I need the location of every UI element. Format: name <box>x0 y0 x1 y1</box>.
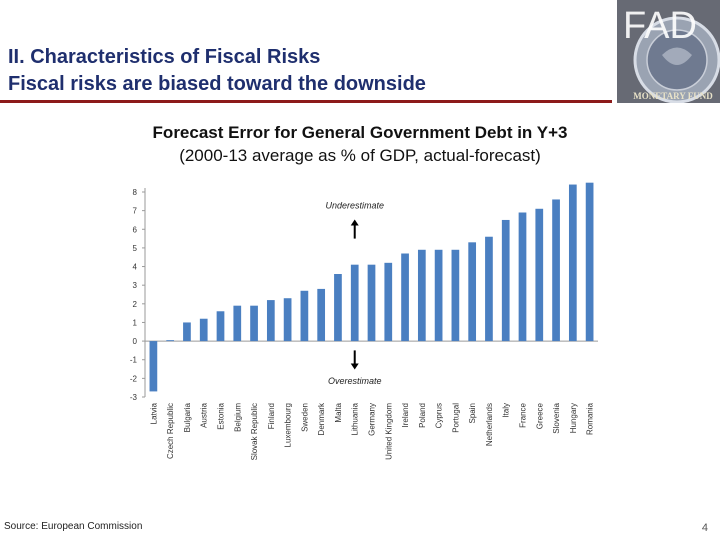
bar-czech-republic <box>166 340 175 342</box>
x-tick-label: Latvia <box>149 402 158 424</box>
title-divider <box>0 100 612 103</box>
x-tick-label: Malta <box>334 402 343 422</box>
x-tick-label: Romania <box>586 402 595 435</box>
arrow-down-icon <box>350 363 359 370</box>
bar-poland <box>417 249 426 342</box>
bar-sweden <box>300 290 309 342</box>
bar-hungary <box>568 184 577 342</box>
bar-bulgaria <box>183 322 191 342</box>
x-tick-label: Finland <box>267 403 276 429</box>
chart-annotations: Underestimate Overestimate <box>325 201 384 386</box>
x-tick-label: Spain <box>468 403 477 423</box>
bar-latvia <box>149 341 158 392</box>
y-tick-label: 2 <box>133 300 138 309</box>
y-tick-label: -3 <box>130 393 138 402</box>
source-note: Source: European Commission <box>4 521 143 532</box>
bar-malta <box>334 274 342 342</box>
bar-chart: 8 7 6 5 4 3 2 1 0 -1 -2 -3 Latvia Czech Republic Bulg… <box>130 182 598 460</box>
y-tick-label: -1 <box>130 356 138 365</box>
x-tick-label: Greece <box>535 402 544 429</box>
x-tick-label: Austria <box>200 402 209 427</box>
x-tick-label: Ireland <box>401 403 410 427</box>
bar-finland <box>266 300 275 342</box>
x-tick-label: United Kingdom <box>384 403 393 460</box>
x-tick-label: France <box>519 402 528 427</box>
x-tick-label: Denmark <box>317 402 326 435</box>
x-tick-label: Bulgaria <box>183 402 192 432</box>
y-tick-label: 3 <box>133 281 138 290</box>
x-tick-label: Portugal <box>451 403 460 433</box>
annotation-underestimate: Underestimate <box>325 201 384 211</box>
bar-austria <box>199 318 208 342</box>
slide-title-line2: Fiscal risks are biased toward the downs… <box>8 73 426 95</box>
y-tick-label: -2 <box>130 374 138 383</box>
annotation-overestimate: Overestimate <box>328 376 382 386</box>
x-tick-label: Luxembourg <box>284 403 293 447</box>
x-tick-label: Sweden <box>300 403 309 432</box>
y-tick-label: 1 <box>133 318 138 327</box>
bar-slovenia <box>552 199 560 342</box>
x-tick-label: Poland <box>418 403 427 428</box>
bar-belgium <box>233 305 242 342</box>
slide-title: II. Characteristics of Fiscal Risks Fisc… <box>8 44 426 98</box>
x-tick-label: Slovak Republic <box>250 403 259 460</box>
logo-subtext: MONETARY FUND <box>633 91 713 101</box>
chart-subtitle: (2000-13 average as % of GDP, actual-for… <box>179 146 541 165</box>
bar-series <box>149 182 594 392</box>
arrow-up-icon <box>350 219 359 226</box>
y-tick-label: 6 <box>133 225 138 234</box>
y-tick-label: 7 <box>133 207 138 216</box>
y-tick-label: 5 <box>133 244 138 253</box>
y-tick-label: 8 <box>133 188 138 197</box>
bar-luxembourg <box>283 298 292 342</box>
x-tick-label: Slovenia <box>552 402 561 433</box>
bar-united-kingdom <box>384 262 393 342</box>
bar-denmark <box>317 288 326 342</box>
x-tick-label: Italy <box>502 403 511 418</box>
bar-italy <box>501 219 510 342</box>
x-tick-label: Germany <box>368 403 377 436</box>
bar-slovak-republic <box>250 305 258 342</box>
imf-logo: FAD MONETARY FUND <box>617 0 720 103</box>
bar-france <box>518 212 527 342</box>
bar-ireland <box>401 253 409 342</box>
x-tick-label: Netherlands <box>485 403 494 446</box>
logo-text: FAD <box>623 5 697 47</box>
y-axis: 8 7 6 5 4 3 2 1 0 -1 -2 -3 <box>130 188 598 402</box>
bar-portugal <box>451 249 460 342</box>
x-tick-label: Belgium <box>233 403 242 432</box>
bar-romania <box>585 182 594 342</box>
bar-lithuania <box>350 264 359 342</box>
bar-cyprus <box>434 249 443 342</box>
x-tick-label: Lithuania <box>351 402 360 435</box>
x-tick-label: Cyprus <box>435 403 444 428</box>
page-number: 4 <box>701 522 708 534</box>
x-tick-label: Czech Republic <box>166 403 175 459</box>
x-tick-label: Estonia <box>217 402 226 429</box>
x-axis-labels: Latvia Czech Republic Bulgaria Austria Eston… <box>149 402 594 460</box>
y-tick-label: 0 <box>133 337 138 346</box>
bar-germany <box>367 264 376 342</box>
y-tick-label: 4 <box>133 263 138 272</box>
chart-title: Forecast Error for General Government De… <box>152 123 568 142</box>
bar-netherlands <box>485 236 493 342</box>
x-tick-label: Hungary <box>569 403 578 433</box>
bar-estonia <box>216 311 225 342</box>
bar-spain <box>468 242 477 342</box>
bar-greece <box>535 208 544 342</box>
slide-title-line1: II. Characteristics of Fiscal Risks <box>8 46 321 68</box>
